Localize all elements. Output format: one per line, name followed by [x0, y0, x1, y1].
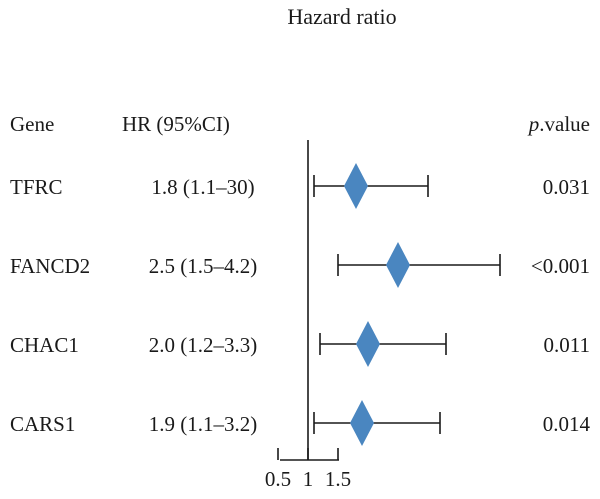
x-tick-label: 1	[303, 467, 314, 491]
gene-column-header: Gene	[10, 112, 54, 136]
x-axis-ticks: 0.5 1 1.5	[265, 448, 351, 491]
gene-label: CARS1	[10, 412, 75, 436]
hr-diamond-marker	[350, 400, 374, 446]
p-value-header-suffix: .value	[539, 112, 590, 136]
hr-ci-label: 2.5 (1.5–4.2)	[149, 254, 258, 278]
hr-diamond-marker	[356, 321, 380, 367]
row-fancd2: FANCD2 2.5 (1.5–4.2) <0.001	[10, 242, 590, 288]
forest-rows: TFRC 1.8 (1.1–30) 0.031 FANCD2 2.5 (1.5–4.2)…	[10, 163, 591, 446]
p-value-label: <0.001	[531, 254, 590, 278]
p-value-header-italic: p	[527, 112, 540, 136]
row-tfrc: TFRC 1.8 (1.1–30) 0.031	[10, 163, 590, 209]
hr-diamond-marker	[344, 163, 368, 209]
p-value-label: 0.014	[543, 412, 591, 436]
hr-ci-label: 2.0 (1.2–3.3)	[149, 333, 258, 357]
x-tick-label: 1.5	[325, 467, 351, 491]
chart-title: Hazard ratio	[287, 4, 396, 29]
hr-column-header: HR (95%CI)	[122, 112, 230, 136]
row-cars1: CARS1 1.9 (1.1–3.2) 0.014	[10, 400, 591, 446]
p-value-column-header: p.value	[527, 112, 590, 136]
hr-diamond-marker	[386, 242, 410, 288]
hr-ci-label: 1.9 (1.1–3.2)	[149, 412, 258, 436]
x-tick-label: 0.5	[265, 467, 291, 491]
gene-label: TFRC	[10, 175, 63, 199]
gene-label: FANCD2	[10, 254, 90, 278]
gene-label: CHAC1	[10, 333, 79, 357]
hr-ci-label: 1.8 (1.1–30)	[151, 175, 254, 199]
p-value-label: 0.031	[543, 175, 590, 199]
p-value-label: 0.011	[544, 333, 590, 357]
row-chac1: CHAC1 2.0 (1.2–3.3) 0.011	[10, 321, 590, 367]
